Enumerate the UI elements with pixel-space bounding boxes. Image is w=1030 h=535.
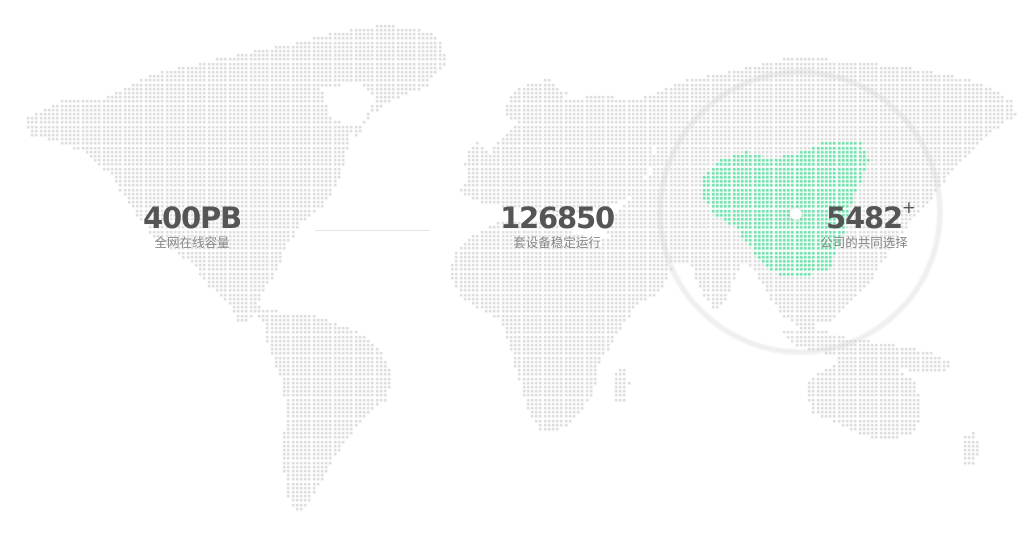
stat-devices-value: 126850 xyxy=(500,201,615,235)
connector-line xyxy=(315,230,430,231)
stat-companies-label: 公司的共同选择 xyxy=(820,235,908,250)
stat-devices: 126850 套设备稳定运行 xyxy=(494,202,620,251)
stat-companies-value: 5482 xyxy=(826,201,903,235)
stat-storage-value: 400PB xyxy=(143,201,242,235)
stat-storage-label: 全网在线容量 xyxy=(154,235,230,250)
stat-storage: 400PB 全网在线容量 xyxy=(132,202,252,251)
stat-devices-label: 套设备稳定运行 xyxy=(513,235,601,250)
stat-companies-value-row: 5482 + xyxy=(808,198,920,235)
plus-sign: + xyxy=(901,198,916,218)
stat-companies: 5482 + 公司的共同选择 xyxy=(808,198,920,251)
